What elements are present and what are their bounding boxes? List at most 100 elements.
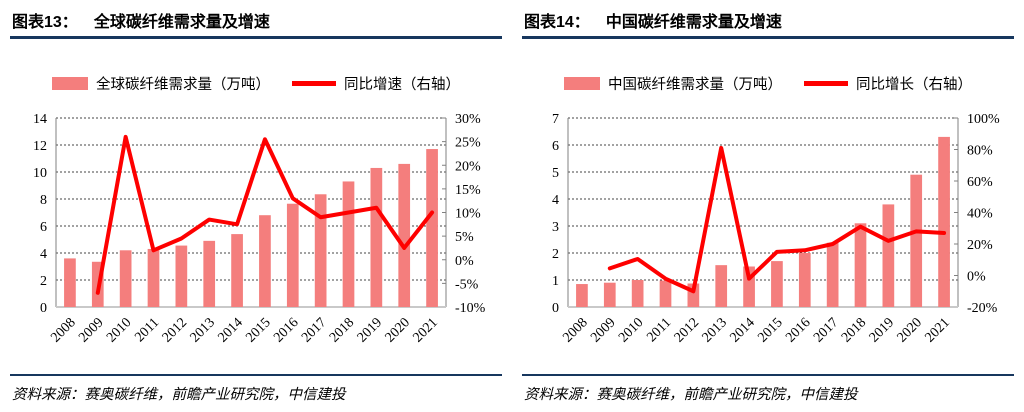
svg-text:0: 0 [552, 301, 559, 316]
demand-bar [119, 250, 132, 307]
svg-text:2021: 2021 [410, 315, 440, 345]
svg-text:4: 4 [40, 247, 47, 262]
demand-bar [398, 163, 411, 307]
svg-text:2018: 2018 [839, 315, 869, 345]
figure-title: 全球碳纤维需求量及增速 [93, 14, 270, 31]
svg-text:2021: 2021 [922, 315, 952, 345]
svg-text:5%: 5% [455, 230, 474, 245]
svg-text:0%: 0% [967, 270, 986, 285]
svg-text:2010: 2010 [104, 315, 134, 345]
svg-text:60%: 60% [967, 175, 993, 190]
svg-text:2010: 2010 [616, 315, 646, 345]
demand-bar [631, 280, 644, 307]
demand-bar [798, 253, 811, 307]
svg-text:2016: 2016 [783, 315, 813, 345]
source-note: 资料来源：赛奥碳纤维，前瞻产业研究院，中信建投 [524, 387, 858, 403]
figure-13-global-demand: 图表13： 全球碳纤维需求量及增速 全球碳纤维需求量（万吨） 同比增速（右轴） 0… [10, 6, 502, 404]
svg-text:-10%: -10% [455, 301, 486, 316]
demand-bar [771, 261, 783, 307]
demand-bar [938, 136, 950, 307]
demand-bar [259, 215, 271, 307]
growth-line [607, 145, 947, 294]
line-legend-label: 同比增长（右轴） [856, 76, 972, 93]
svg-text:2013: 2013 [700, 315, 730, 345]
svg-text:2016: 2016 [271, 315, 301, 345]
demand-bar [147, 248, 160, 307]
demand-bar [687, 283, 700, 307]
bar-legend-swatch [52, 76, 88, 90]
demand-bar [175, 245, 188, 307]
demand-bar [715, 265, 728, 307]
svg-text:14: 14 [33, 112, 47, 127]
svg-text:10%: 10% [455, 207, 481, 222]
figure-label: 图表14： [524, 14, 590, 31]
china-demand-chart-canvas: 01234567-20%0%20%40%60%80%100%2008200920… [552, 112, 1000, 346]
figure-header: 图表14： 中国碳纤维需求量及增速 [522, 6, 1014, 36]
demand-bar [370, 167, 383, 307]
svg-text:1: 1 [552, 274, 559, 289]
svg-text:80%: 80% [967, 144, 993, 159]
svg-text:25%: 25% [455, 136, 481, 151]
demand-bar [342, 181, 355, 307]
figure-header: 图表13： 全球碳纤维需求量及增速 [10, 6, 502, 36]
demand-bar [203, 240, 216, 307]
svg-text:0: 0 [40, 301, 47, 316]
svg-text:30%: 30% [455, 112, 481, 127]
demand-bar [826, 242, 839, 307]
source-note: 资料来源：赛奥碳纤维，前瞻产业研究院，中信建投 [12, 387, 346, 403]
svg-text:2: 2 [552, 247, 559, 262]
source-rule [522, 374, 1014, 376]
svg-text:2019: 2019 [867, 315, 897, 345]
demand-bar [426, 149, 438, 307]
svg-text:0%: 0% [455, 254, 474, 269]
svg-text:2011: 2011 [644, 315, 674, 345]
figure-footer: 资料来源：赛奥碳纤维，前瞻产业研究院，中信建投 [522, 374, 1014, 404]
svg-text:10: 10 [33, 166, 47, 181]
svg-text:2014: 2014 [215, 315, 245, 345]
bar-legend-swatch [564, 76, 600, 90]
chart-legend: 中国碳纤维需求量（万吨） 同比增长（右轴） [522, 72, 1014, 94]
demand-bar [603, 282, 616, 307]
svg-text:8: 8 [40, 193, 47, 208]
svg-text:2012: 2012 [672, 315, 702, 345]
svg-text:6: 6 [40, 220, 47, 235]
svg-text:2019: 2019 [355, 315, 385, 345]
svg-text:2020: 2020 [895, 315, 925, 345]
line-legend-swatch [292, 80, 336, 86]
header-rule [10, 36, 502, 39]
demand-bar [314, 194, 327, 307]
svg-text:40%: 40% [967, 207, 993, 222]
svg-text:15%: 15% [455, 183, 481, 198]
source-rule [10, 374, 502, 376]
svg-text:2012: 2012 [160, 315, 190, 345]
demand-bar [64, 258, 76, 307]
svg-text:2: 2 [40, 274, 47, 289]
demand-bar [882, 204, 895, 307]
svg-text:20%: 20% [967, 238, 993, 253]
global-demand-chart-canvas: 0 2 4 6 8 10 12 14 -10% -5% 0% 5% 10% 15% 20% 25% 30% 200… [33, 112, 486, 346]
svg-text:12: 12 [33, 139, 47, 154]
svg-text:2009: 2009 [76, 315, 106, 345]
bar-legend-label: 全球碳纤维需求量（万吨） [96, 76, 270, 93]
bar-legend-label: 中国碳纤维需求量（万吨） [608, 76, 782, 93]
svg-text:7: 7 [552, 112, 559, 127]
line-legend-label: 同比增速（右轴） [344, 76, 460, 93]
figure-14-china-demand: 图表14： 中国碳纤维需求量及增速 中国碳纤维需求量（万吨） 同比增长（右轴） 0… [512, 0, 1024, 412]
demand-bar [576, 284, 588, 307]
svg-text:100%: 100% [967, 112, 1000, 127]
svg-text:5: 5 [552, 166, 559, 181]
figure-footer: 资料来源：赛奥碳纤维，前瞻产业研究院，中信建投 [10, 374, 502, 404]
svg-text:4: 4 [552, 193, 559, 208]
header-rule [522, 36, 1014, 39]
svg-text:20%: 20% [455, 159, 481, 174]
demand-bar [743, 266, 755, 307]
figure-label: 图表13： [12, 14, 78, 31]
svg-text:2009: 2009 [588, 315, 618, 345]
svg-text:2018: 2018 [327, 315, 357, 345]
svg-text:2017: 2017 [299, 315, 329, 345]
svg-text:2011: 2011 [132, 315, 162, 345]
svg-text:2017: 2017 [811, 315, 841, 345]
chart-legend: 全球碳纤维需求量（万吨） 同比增速（右轴） [10, 72, 502, 94]
svg-text:-5%: -5% [455, 277, 479, 292]
svg-text:2008: 2008 [48, 315, 78, 345]
